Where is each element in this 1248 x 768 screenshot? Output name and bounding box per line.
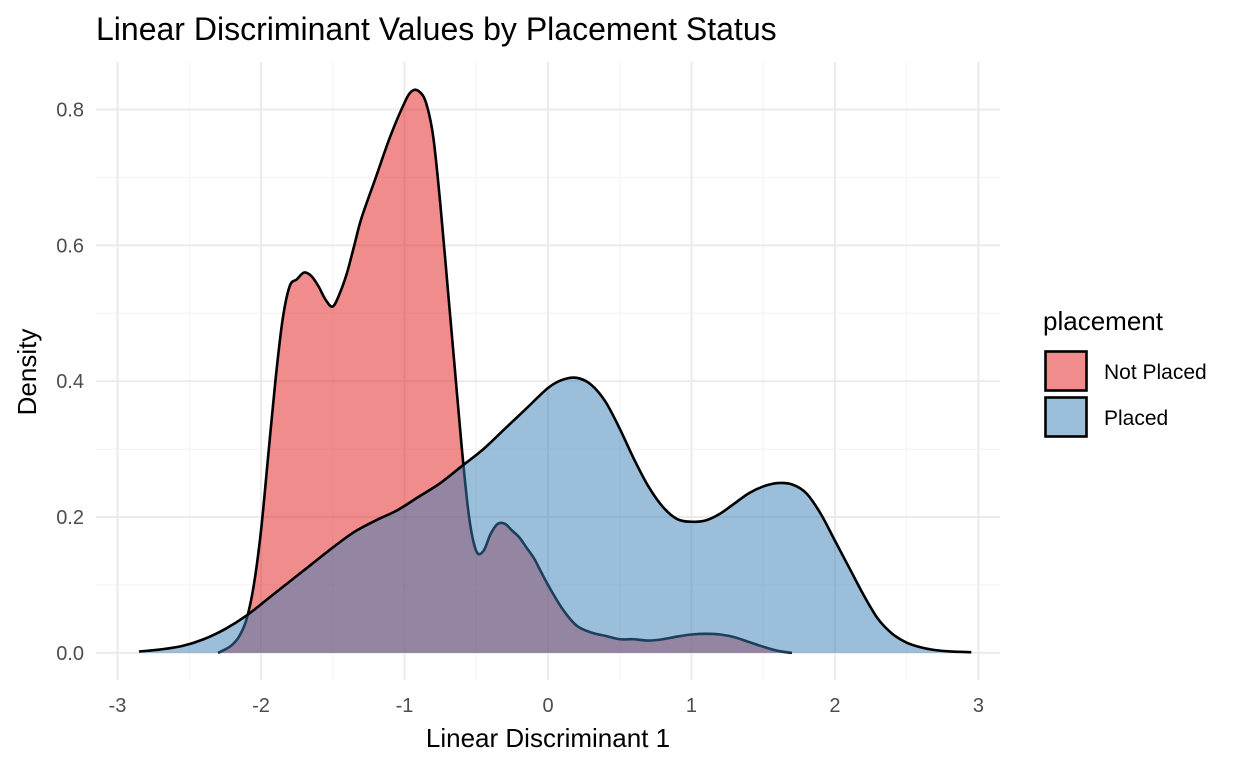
x-tick-label: -2: [252, 695, 270, 717]
y-tick-label: 0.4: [56, 371, 84, 393]
legend: placement Not Placed Placed: [1043, 306, 1207, 438]
x-axis-ticks: -3 -2 -1 0 1 2 3: [109, 695, 984, 717]
y-tick-label: 0.2: [56, 507, 84, 529]
x-tick-label: 3: [973, 695, 984, 717]
legend-swatch-not-placed: [1044, 350, 1088, 392]
x-tick-label: 1: [686, 695, 697, 717]
legend-label-not-placed: Not Placed: [1104, 361, 1207, 384]
x-tick-label: 2: [829, 695, 840, 717]
density-outline-placed: [138, 376, 972, 654]
legend-title: placement: [1043, 306, 1164, 336]
x-tick-label: 0: [542, 695, 553, 717]
legend-label-placed: Placed: [1104, 407, 1168, 430]
y-tick-label: 0.6: [56, 235, 84, 257]
x-axis-title: Linear Discriminant 1: [426, 723, 670, 753]
legend-swatch-placed: [1044, 396, 1088, 438]
y-axis-title: Density: [12, 329, 42, 416]
density-areas: [138, 88, 972, 655]
density-area-placed: [139, 377, 972, 653]
legend-entries: Not Placed Placed: [1044, 350, 1207, 438]
y-tick-label: 0.8: [56, 100, 84, 122]
chart-title: Linear Discriminant Values by Placement …: [96, 11, 777, 47]
x-tick-label: -3: [109, 695, 127, 717]
y-tick-label: 0.0: [56, 643, 84, 665]
y-axis-ticks: 0.0 0.2 0.4 0.6 0.8: [56, 100, 84, 665]
x-tick-label: -1: [396, 695, 414, 717]
density-area-not-placed: [217, 89, 792, 653]
